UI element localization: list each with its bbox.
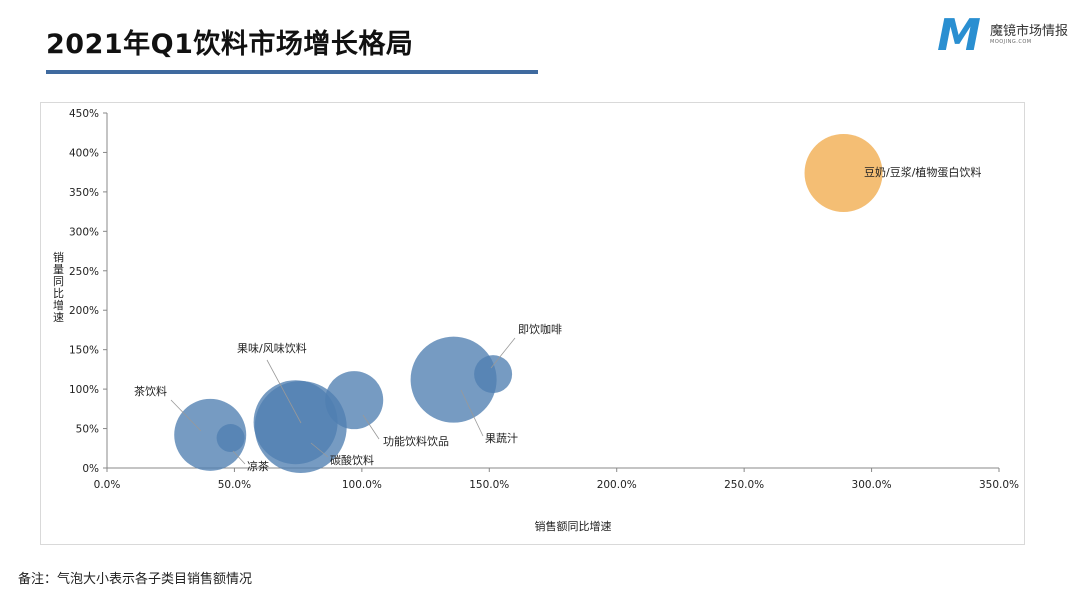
logo-m-icon: M: [937, 10, 981, 61]
y-tick-label: 100%: [69, 384, 99, 396]
page-title: 2021年Q1饮料市场增长格局: [46, 29, 414, 60]
y-axis-title: 销量同比增速: [53, 250, 64, 324]
bubble-point: [410, 336, 497, 423]
bubble-point: [216, 424, 245, 453]
bubble-label: 凉茶: [247, 459, 269, 473]
bubble-point: [804, 133, 883, 212]
chart-frame: 0% 50% 100% 150% 200% 250% 300% 350% 400% 450% 0.0…: [40, 102, 1025, 545]
x-tick-label: 150.0%: [469, 479, 509, 491]
bubble-point: [474, 355, 513, 394]
y-tick-label: 250%: [69, 266, 99, 278]
y-tick-label: 150%: [69, 345, 99, 357]
y-tick-label: 50%: [76, 424, 99, 436]
title-underline: [46, 70, 538, 74]
bubble-label: 豆奶/豆浆/植物蛋白饮料: [864, 165, 981, 179]
y-tick-label: 0%: [82, 463, 99, 475]
bubble-label: 果蔬汁: [485, 432, 518, 445]
bubble-label: 功能饮料饮品: [383, 434, 449, 448]
bubble-point: [254, 380, 347, 473]
x-tick-label: 50.0%: [218, 479, 251, 491]
x-tick-label: 100.0%: [342, 479, 382, 491]
bubble-label: 果味/风味饮料: [237, 341, 307, 355]
leader-line: [362, 414, 380, 440]
x-axis-title: 销售额同比增速: [535, 519, 612, 533]
bubble-point: [325, 371, 384, 430]
x-tick-label: 200.0%: [597, 479, 637, 491]
y-tick-label: 300%: [69, 226, 99, 238]
y-tick-label: 450%: [69, 108, 99, 120]
logo-subtitle: MOOJING.COM: [990, 39, 1032, 45]
bubble-label: 碳酸饮料: [330, 453, 374, 467]
x-tick-label: 350.0%: [979, 479, 1019, 491]
logo-name: 魔镜市场情报: [990, 24, 1069, 39]
x-tick-label: 0.0%: [94, 479, 121, 491]
leader-line: [170, 399, 202, 432]
x-tick-label: 300.0%: [852, 479, 892, 491]
leader-line: [460, 389, 484, 437]
bubble-label: 茶饮料: [134, 384, 167, 398]
leader-line: [490, 337, 516, 369]
leader-line: [310, 442, 329, 458]
logo-mark: M: [937, 12, 981, 56]
leader-line: [266, 359, 302, 424]
bubble-chart: 0% 50% 100% 150% 200% 250% 300% 350% 400% 450% 0.0…: [53, 108, 1019, 533]
bubble-point: [174, 398, 247, 471]
leader-line: [232, 450, 246, 465]
bubble-label: 即饮咖啡: [518, 322, 562, 336]
y-tick-label: 400%: [69, 147, 99, 159]
footnote: 备注：气泡大小表示各子类目销售额情况: [18, 572, 253, 587]
brand-logo: M 魔镜市场情报 MOOJING.COM: [934, 10, 1074, 61]
y-tick-label: 350%: [69, 187, 99, 199]
y-tick-label: 200%: [69, 305, 99, 317]
x-tick-label: 250.0%: [724, 479, 764, 491]
